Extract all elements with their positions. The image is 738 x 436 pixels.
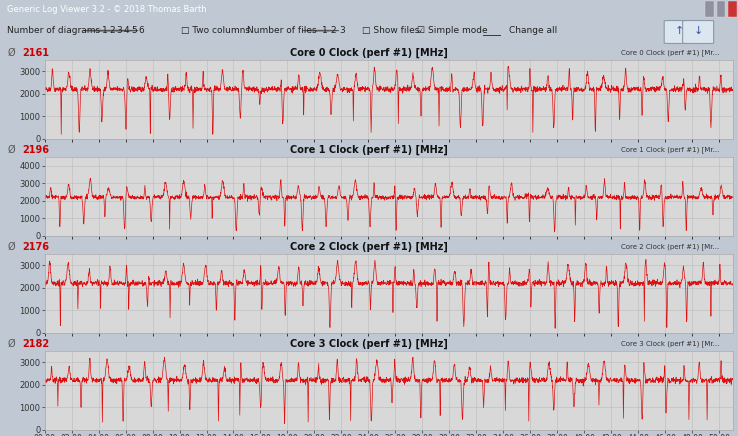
FancyBboxPatch shape — [683, 20, 714, 44]
Text: ↓: ↓ — [694, 26, 703, 36]
Text: Ø: Ø — [7, 339, 15, 349]
Text: ↑: ↑ — [675, 26, 684, 36]
Bar — [717, 1, 725, 17]
Text: 2: 2 — [331, 26, 337, 35]
Text: 2161: 2161 — [22, 48, 49, 58]
Text: Core 0 Clock (perf #1) [MHz]: Core 0 Clock (perf #1) [MHz] — [290, 48, 448, 58]
Text: □ Show files: □ Show files — [362, 26, 419, 35]
Text: Ø: Ø — [7, 242, 15, 252]
Circle shape — [120, 30, 138, 31]
Text: Core 3 Clock (perf #1) [Mr...: Core 3 Clock (perf #1) [Mr... — [621, 341, 720, 347]
Text: Change all: Change all — [509, 26, 557, 35]
Text: 2176: 2176 — [22, 242, 49, 252]
Text: Core 2 Clock (perf #1) [Mr...: Core 2 Clock (perf #1) [Mr... — [621, 244, 720, 250]
Text: 1: 1 — [102, 26, 108, 35]
Text: Ø: Ø — [7, 145, 15, 155]
Circle shape — [98, 30, 116, 31]
Text: 2182: 2182 — [22, 339, 49, 349]
Text: 4: 4 — [124, 26, 130, 35]
Circle shape — [303, 30, 321, 31]
Text: Number of files: Number of files — [247, 26, 317, 35]
Text: 6: 6 — [139, 26, 145, 35]
Text: 2196: 2196 — [22, 145, 49, 155]
Text: Core 1 Clock (perf #1) [Mr...: Core 1 Clock (perf #1) [Mr... — [621, 146, 720, 153]
Text: □ Two columns: □ Two columns — [181, 26, 249, 35]
Text: Core 3 Clock (perf #1) [MHz]: Core 3 Clock (perf #1) [MHz] — [290, 339, 448, 349]
Circle shape — [106, 30, 123, 31]
Bar — [483, 35, 501, 36]
Circle shape — [113, 30, 131, 31]
Text: 5: 5 — [131, 26, 137, 35]
Circle shape — [312, 30, 330, 31]
Circle shape — [91, 30, 108, 31]
Text: 3: 3 — [117, 26, 123, 35]
FancyBboxPatch shape — [664, 20, 695, 44]
Text: ☑ Simple mode: ☑ Simple mode — [417, 26, 488, 35]
Text: 3: 3 — [339, 26, 345, 35]
Text: 2: 2 — [109, 26, 115, 35]
Text: 1: 1 — [322, 26, 328, 35]
Text: Core 1 Clock (perf #1) [MHz]: Core 1 Clock (perf #1) [MHz] — [290, 145, 448, 155]
Text: Number of diagrams: Number of diagrams — [7, 26, 100, 35]
Text: Core 2 Clock (perf #1) [MHz]: Core 2 Clock (perf #1) [MHz] — [290, 242, 448, 252]
Circle shape — [83, 30, 101, 31]
Text: Core 0 Clock (perf #1) [Mr...: Core 0 Clock (perf #1) [Mr... — [621, 50, 720, 56]
Text: Generic Log Viewer 3.2 - © 2018 Thomas Barth: Generic Log Viewer 3.2 - © 2018 Thomas B… — [7, 4, 207, 14]
Text: Ø: Ø — [7, 48, 15, 58]
Bar — [728, 1, 737, 17]
Circle shape — [321, 30, 339, 31]
Bar — [705, 1, 714, 17]
